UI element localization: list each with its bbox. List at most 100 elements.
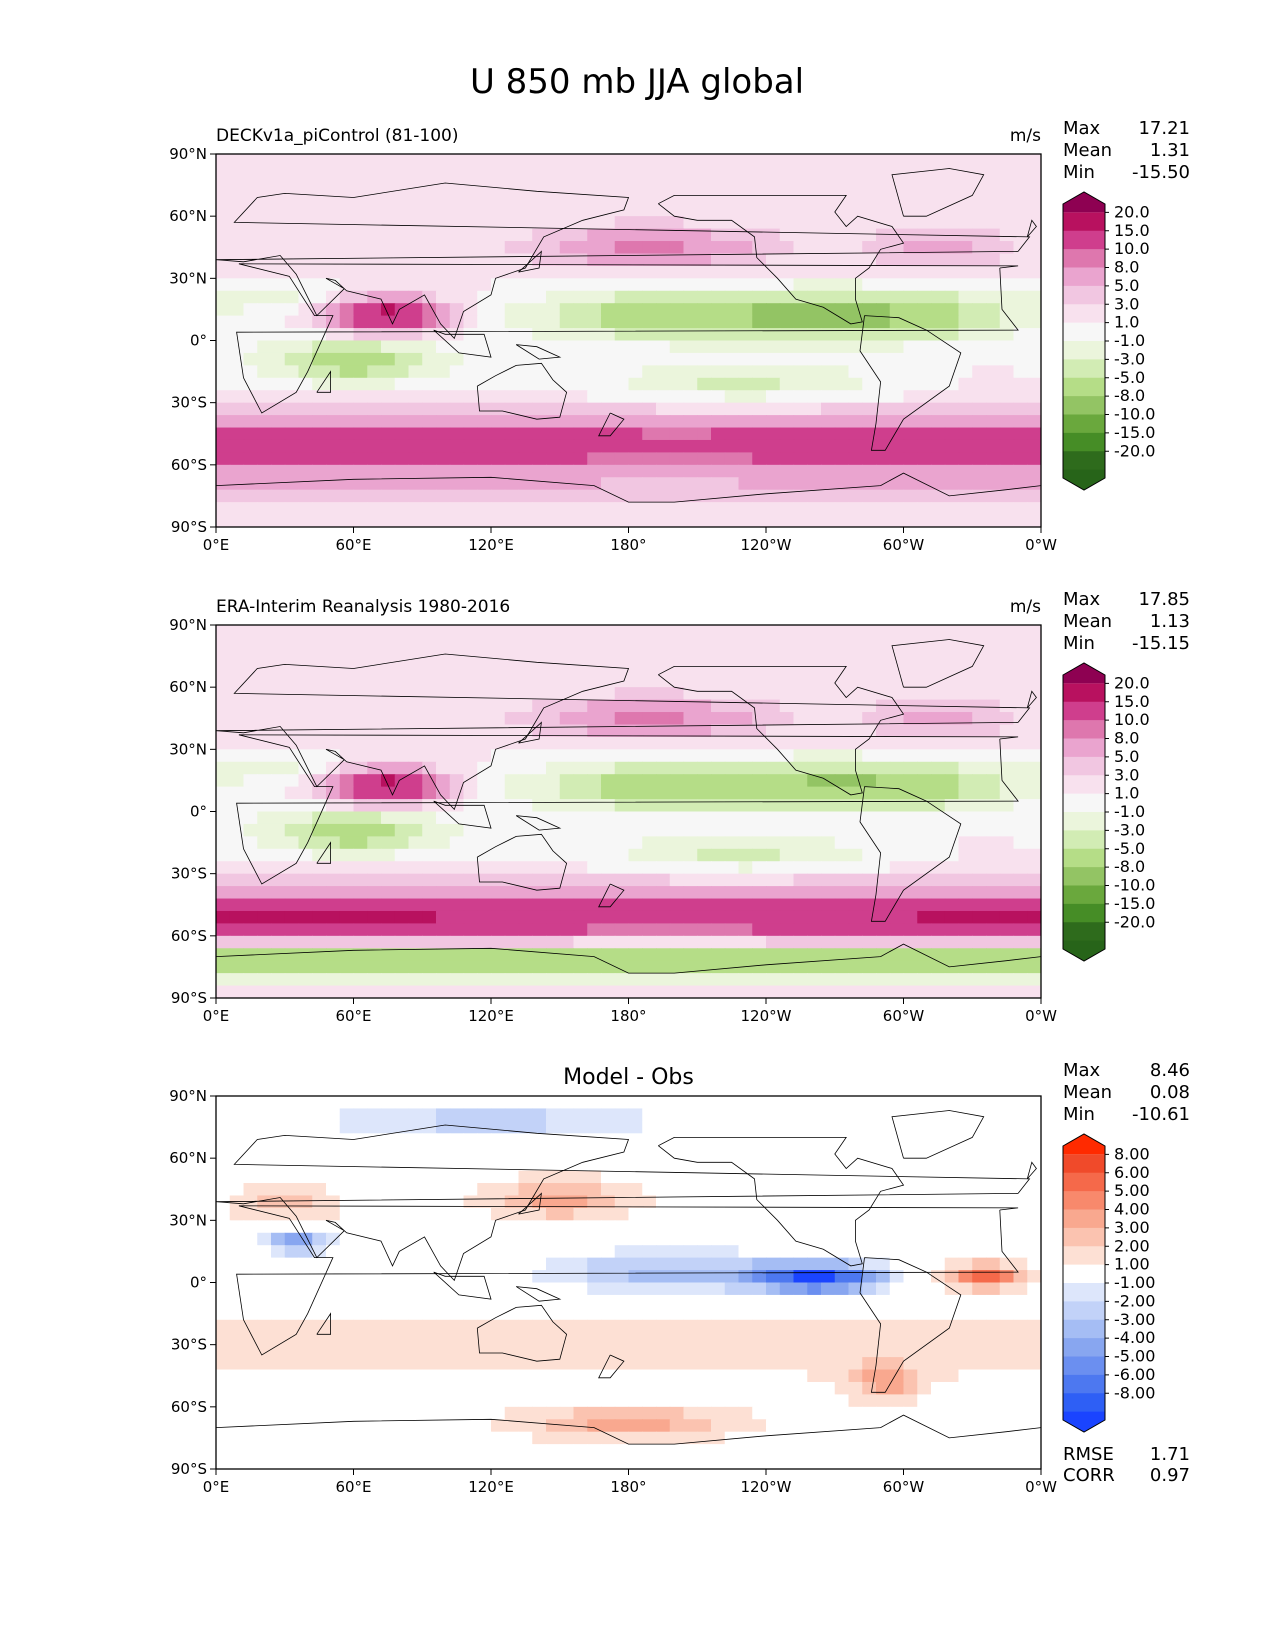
stat-value: 1.31: [1150, 140, 1190, 161]
colorbar-label: 3.0: [1114, 765, 1139, 784]
colorbar-label: -10.0: [1114, 405, 1155, 424]
colorbar: 8.006.005.004.003.002.001.00-1.00-2.00-3…: [1062, 1133, 1155, 1433]
x-tick-label: 60°W: [883, 536, 925, 554]
colorbar-label: 5.00: [1114, 1181, 1150, 1200]
stat-value: 0.08: [1150, 1082, 1190, 1103]
units-label: m/s: [1010, 126, 1041, 146]
coastlines: [216, 1110, 1041, 1445]
x-tick-label: 180°: [610, 1007, 646, 1025]
colorbar-label: 8.0: [1114, 729, 1139, 748]
y-tick-label: 90°N: [169, 616, 207, 634]
stat-label: Mean: [1063, 1082, 1112, 1103]
colorbar-label: -3.0: [1114, 820, 1145, 839]
x-tick-label: 0°E: [203, 1007, 230, 1025]
colorbar-label: 1.0: [1114, 313, 1139, 332]
colorbar-label: 3.0: [1114, 294, 1139, 313]
colorbar-label: 5.0: [1114, 276, 1139, 295]
y-tick-label: 30°S: [171, 394, 207, 412]
y-tick-label: 60°S: [171, 927, 207, 945]
colorbar-label: -8.00: [1114, 1383, 1155, 1402]
colorbar: 20.015.010.08.05.03.01.0-1.0-3.0-5.0-8.0…: [1062, 662, 1155, 962]
colorbar-label: 8.00: [1114, 1144, 1150, 1163]
stat-value: 17.85: [1138, 589, 1190, 610]
x-tick-label: 60°E: [335, 1007, 371, 1025]
y-tick-label: 30°N: [169, 740, 207, 758]
x-tick-label: 120°W: [741, 536, 792, 554]
colorbar-label: 15.0: [1114, 692, 1150, 711]
y-tick-label: 60°N: [169, 678, 207, 696]
stat-label: Min: [1063, 633, 1095, 654]
colorbar-label: -20.0: [1114, 912, 1155, 931]
colorbar-label: -1.00: [1114, 1273, 1155, 1292]
x-tick-label: 0°E: [203, 1478, 230, 1496]
x-tick-label: 120°E: [468, 1478, 514, 1496]
coastlines: [216, 168, 1041, 503]
stat-label: Max: [1063, 589, 1101, 610]
colorbar-label: 8.0: [1114, 258, 1139, 277]
stat-label: Min: [1063, 1104, 1095, 1125]
y-tick-label: 0°: [190, 1274, 207, 1292]
map-panel-2: 0°E 60°E 120°E 180° 120°W 60°W 0°W 90°N 60°N 30°N…: [169, 589, 1190, 1025]
colorbar-label: -4.00: [1114, 1328, 1155, 1347]
colorbar-label: -8.0: [1114, 386, 1145, 405]
x-tick-label: 120°W: [741, 1007, 792, 1025]
y-tick-label: 0°: [190, 332, 207, 350]
colorbar-label: 5.0: [1114, 747, 1139, 766]
stat-value: -15.15: [1132, 633, 1190, 654]
colorbar-label: -15.0: [1114, 894, 1155, 913]
colorbar-label: -6.00: [1114, 1365, 1155, 1384]
colorbar-label: -3.0: [1114, 349, 1145, 368]
y-tick-label: 60°S: [171, 456, 207, 474]
stat-value: -10.61: [1132, 1104, 1190, 1125]
colorbar-label: -20.0: [1114, 441, 1155, 460]
stat-value: -15.50: [1132, 162, 1190, 183]
colorbar-label: -1.0: [1114, 802, 1145, 821]
y-tick-label: 60°N: [169, 207, 207, 225]
metric-value: 0.97: [1150, 1465, 1190, 1486]
x-tick-label: 120°W: [741, 1478, 792, 1496]
colorbar-label: 3.00: [1114, 1218, 1150, 1237]
x-tick-label: 60°E: [335, 1478, 371, 1496]
contour-field: [216, 154, 1041, 527]
stat-label: Mean: [1063, 611, 1112, 632]
y-tick-label: 90°N: [169, 1087, 207, 1105]
panel-title: DECKv1a_piControl (81-100): [216, 126, 459, 146]
colorbar-label: -5.00: [1114, 1347, 1155, 1366]
units-label: m/s: [1010, 597, 1041, 617]
colorbar: 20.015.010.08.05.03.01.0-1.0-3.0-5.0-8.0…: [1062, 191, 1155, 491]
y-tick-label: 30°S: [171, 865, 207, 883]
stat-value: 8.46: [1150, 1060, 1190, 1081]
y-tick-label: 30°N: [169, 269, 207, 287]
y-tick-label: 30°N: [169, 1211, 207, 1229]
colorbar-label: 1.0: [1114, 784, 1139, 803]
colorbar-label: 20.0: [1114, 673, 1150, 692]
colorbar-label: -5.0: [1114, 368, 1145, 387]
x-tick-label: 60°W: [883, 1007, 925, 1025]
colorbar-label: -5.0: [1114, 839, 1145, 858]
y-tick-label: 90°N: [169, 145, 207, 163]
panel-title: Model - Obs: [563, 1065, 694, 1090]
x-tick-label: 120°E: [468, 536, 514, 554]
contour-field: [216, 625, 1041, 998]
colorbar-label: 4.00: [1114, 1200, 1150, 1219]
x-tick-label: 60°W: [883, 1478, 925, 1496]
colorbar-label: 10.0: [1114, 710, 1150, 729]
colorbar-label: -3.00: [1114, 1310, 1155, 1329]
colorbar-label: -2.00: [1114, 1291, 1155, 1310]
x-tick-label: 120°E: [468, 1007, 514, 1025]
map-panel-3: 0°E 60°E 120°E 180° 120°W 60°W 0°W 90°N 60°N 30°N…: [169, 1060, 1190, 1496]
y-tick-label: 90°S: [171, 518, 207, 536]
contour-field: [216, 1096, 1041, 1469]
x-tick-label: 0°W: [1025, 1007, 1057, 1025]
x-tick-label: 0°W: [1025, 1478, 1057, 1496]
stat-value: 17.21: [1138, 118, 1190, 139]
x-tick-label: 0°W: [1025, 536, 1057, 554]
x-tick-label: 60°E: [335, 536, 371, 554]
figure-title: U 850 mb JJA global: [470, 62, 804, 102]
colorbar-label: -15.0: [1114, 423, 1155, 442]
y-tick-label: 60°N: [169, 1149, 207, 1167]
y-tick-label: 90°S: [171, 1460, 207, 1478]
metric-label: RMSE: [1063, 1444, 1114, 1465]
stat-label: Min: [1063, 162, 1095, 183]
